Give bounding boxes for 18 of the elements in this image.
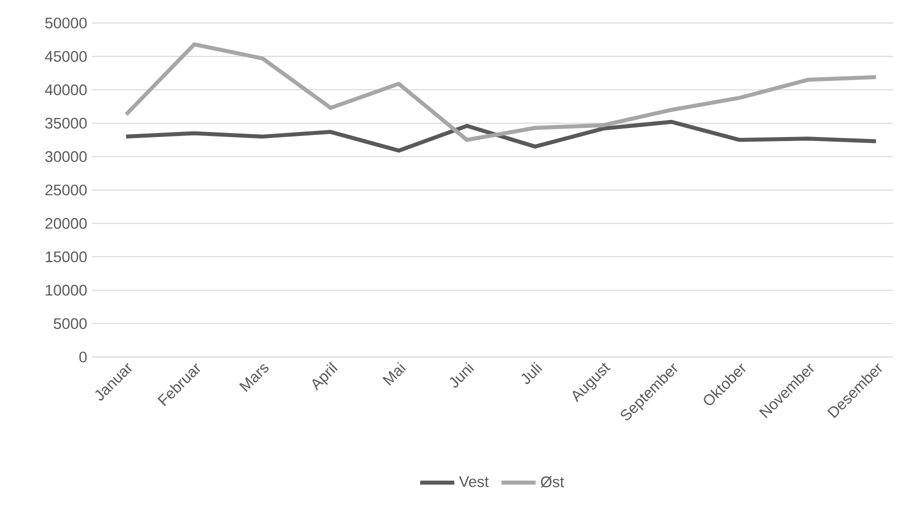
x-tick-label: Mai — [382, 362, 406, 386]
line-series — [124, 42, 878, 142]
y-tick-label: 45000 — [45, 50, 87, 62]
y-tick-label: 0 — [79, 352, 87, 362]
y-tick-label: 30000 — [45, 151, 87, 162]
x-tick-label: Juni — [450, 362, 474, 388]
y-tick-label: 40000 — [45, 84, 87, 96]
legend-label: Øst — [540, 476, 564, 488]
y-tick-label: 35000 — [45, 118, 87, 129]
legend-label: Vest — [459, 476, 489, 488]
y-tick-label: 5000 — [54, 318, 87, 330]
y-tick-label: 50000 — [45, 18, 87, 28]
y-tick-label: 15000 — [46, 251, 87, 262]
y-tick-label: 20000 — [45, 218, 87, 229]
y-tick-label: 25000 — [45, 184, 87, 196]
line-series — [124, 120, 878, 153]
y-tick-label: 10000 — [46, 284, 87, 296]
x-tick-label: Juli — [521, 362, 542, 384]
